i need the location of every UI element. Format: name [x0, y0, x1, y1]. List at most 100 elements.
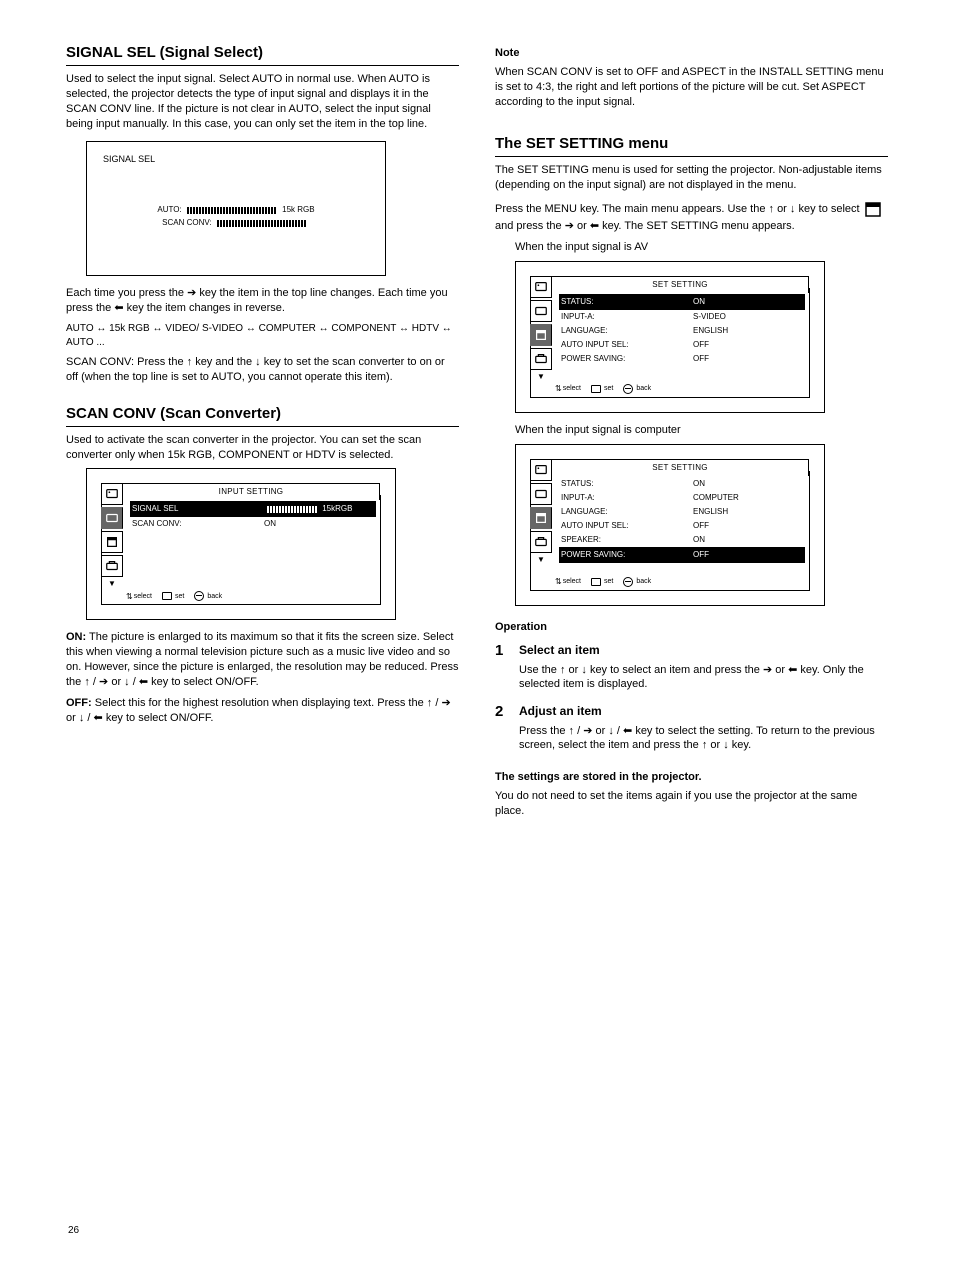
ss1-row-1: INPUT-A:S-VIDEO	[561, 310, 803, 324]
sidebar-down-icon-r1: ▼	[530, 372, 552, 382]
caption-computer: When the input signal is computer	[515, 423, 888, 438]
set-setting-intro-a: Press the MENU key. The main menu appear…	[495, 203, 769, 215]
set-setting-1-inner: SET SETTING ▼ STATUS:ON INPUT-A:S-VIDEO …	[530, 288, 810, 398]
set-setting-1-footer: ⇅select set back	[555, 384, 803, 394]
footer-updown-icon-r2: ⇅	[555, 577, 560, 586]
ss1-row-1-label: INPUT-A:	[561, 311, 693, 323]
input-setting-row-0: SIGNAL SEL 15kRGB	[130, 501, 376, 517]
ss2-row-3-value: OFF	[693, 520, 803, 532]
footer-back: back	[207, 593, 222, 600]
ss1-row-2-value: ENGLISH	[693, 325, 803, 337]
footer-updown-icon-r1: ⇅	[555, 384, 560, 393]
scan-conv-off-mid2: or	[66, 712, 79, 724]
arrow-left-icon-s1: ⬅	[788, 664, 797, 676]
step-2-b: /	[577, 725, 580, 737]
ss2-row-0-value: ON	[693, 478, 803, 490]
footer-set-r1: set	[604, 385, 613, 392]
input-setting-row-1-label: SCAN CONV:	[132, 518, 264, 530]
tab-input-icon-r1	[530, 300, 552, 322]
step-1-b: or	[569, 664, 582, 676]
step-2-num: 2	[495, 703, 511, 756]
tab-picture-icon-r2	[530, 459, 552, 481]
step-1-c: key to select an item and press the	[590, 664, 763, 676]
arrow-down-icon-r1: ↓	[790, 203, 796, 215]
tab-picture-icon-r1	[530, 276, 552, 298]
final-body: You do not need to set the items again i…	[495, 789, 888, 819]
footer-box-icon-r2	[591, 578, 601, 586]
set-setting-1-content: STATUS:ON INPUT-A:S-VIDEO LANGUAGE:ENGLI…	[561, 294, 803, 366]
arrow-right-icon-2: ➔	[99, 676, 108, 688]
footer-set: set	[175, 593, 184, 600]
footer-updown-icon: ⇅	[126, 592, 131, 601]
arrow-up-icon-r1: ↑	[769, 203, 775, 215]
tab-install-icon-r2	[530, 531, 552, 553]
step-2-f: or	[710, 739, 723, 751]
input-setting-row-0-label: SIGNAL SEL	[132, 503, 264, 515]
signal-sel-frame: SIGNAL SEL AUTO: 15k RGB SCAN CONV:	[86, 141, 386, 276]
ss1-row-3: AUTO INPUT SEL:OFF	[561, 338, 803, 352]
arrow-left-icon-3: ⬅	[94, 712, 103, 724]
ss2-row-2-label: LANGUAGE:	[561, 506, 693, 518]
set-setting-1-sidebar: ▼	[530, 276, 552, 382]
arrow-down-icon: ↓	[255, 356, 261, 368]
step-1-d: or	[775, 664, 788, 676]
step-2-a: Press the	[519, 725, 569, 737]
set-setting-1-title: SET SETTING	[551, 276, 809, 293]
footer-back-icon-r1	[623, 384, 633, 394]
signal-sel-auto-value: 15k RGB	[282, 205, 314, 214]
signal-sel-nav1-c: key the item changes in reverse.	[127, 302, 285, 314]
sidebar-down-icon-r2: ▼	[530, 555, 552, 565]
scan-conv-on-text2: key to select ON/OFF.	[151, 676, 259, 688]
set-setting-intro-b: key to select	[798, 203, 862, 215]
arrow-up-icon-s2: ↑	[569, 725, 575, 737]
signal-sel-scanconv-label: SCAN CONV:	[162, 218, 212, 227]
scan-conv-on-mid1: /	[93, 676, 96, 688]
signal-sel-screenshot: SIGNAL SEL AUTO: 15k RGB SCAN CONV:	[86, 141, 386, 276]
step-1-title: Select an item	[519, 642, 888, 658]
page-number: 26	[68, 1225, 79, 1236]
ss2-row-0-label: STATUS:	[561, 478, 693, 490]
input-setting-inner: INPUT SETTING	[101, 495, 381, 605]
signal-sel-nav2: SCAN CONV: Press the ↑ key and the ↓ key…	[66, 355, 459, 385]
arrow-right-icon-r1: ➔	[565, 220, 574, 232]
scan-conv-off-label: OFF:	[66, 697, 92, 709]
ss2-row-0: STATUS:ON	[561, 477, 803, 491]
operation-heading: Operation	[495, 620, 888, 635]
arrow-up-icon-2: ↑	[84, 676, 90, 688]
page: SIGNAL SEL (Signal Select) Used to selec…	[0, 0, 954, 1274]
arrow-down-icon-s2b: ↓	[723, 739, 729, 751]
ss1-row-0-label: STATUS:	[561, 296, 693, 308]
tab-input-icon-r2	[530, 483, 552, 505]
step-2: 2 Adjust an item Press the ↑ / ➔ or ↓ / …	[495, 703, 888, 756]
signal-sel-auto-label: AUTO:	[157, 205, 181, 214]
step-2-c: or	[596, 725, 609, 737]
set-setting-2-title: SET SETTING	[551, 459, 809, 476]
note-label: Note	[495, 47, 519, 59]
set-setting-intro: Press the MENU key. The main menu appear…	[495, 199, 888, 234]
ss2-row-3: AUTO INPUT SEL:OFF	[561, 519, 803, 533]
scan-conv-title: SCAN CONV (Scan Converter)	[66, 405, 459, 427]
footer-box-icon	[162, 592, 172, 600]
input-setting-screenshot: INPUT SETTING	[86, 468, 396, 620]
ss2-row-1-label: INPUT-A:	[561, 492, 693, 504]
signal-sel-sequence: AUTO ↔ 15k RGB ↔ VIDEO/ S-VIDEO ↔ COMPUT…	[66, 322, 459, 349]
set-setting-intro-c: and press the	[495, 220, 565, 232]
arrow-up-icon-s2b: ↑	[702, 739, 708, 751]
signal-sel-nav2-a: SCAN CONV: Press the	[66, 356, 187, 368]
footer-back-icon-r2	[623, 577, 633, 587]
scan-conv-off-text: Select this for the highest resolution w…	[95, 697, 427, 709]
arrow-left-icon: ⬅	[114, 302, 123, 314]
step-1-a: Use the	[519, 664, 560, 676]
ss2-row-1-value: COMPUTER	[693, 492, 803, 504]
ss1-row-0: STATUS:ON	[559, 294, 805, 310]
step-2-d: /	[617, 725, 620, 737]
arrow-left-icon-s2: ⬅	[623, 725, 632, 737]
ss2-row-5-label: POWER SAVING:	[561, 549, 693, 561]
ss2-row-4: SPEAKER:ON	[561, 533, 803, 547]
set-setting-2-content: STATUS:ON INPUT-A:COMPUTER LANGUAGE:ENGL…	[561, 477, 803, 563]
tab-picture-icon	[101, 483, 123, 505]
signal-sel-frame-headline: SIGNAL SEL	[103, 154, 369, 164]
signal-sel-nav1: Each time you press the ➔ key the item i…	[66, 286, 459, 316]
scan-conv-off: OFF: Select this for the highest resolut…	[66, 696, 459, 726]
tab-install-icon	[101, 555, 123, 577]
